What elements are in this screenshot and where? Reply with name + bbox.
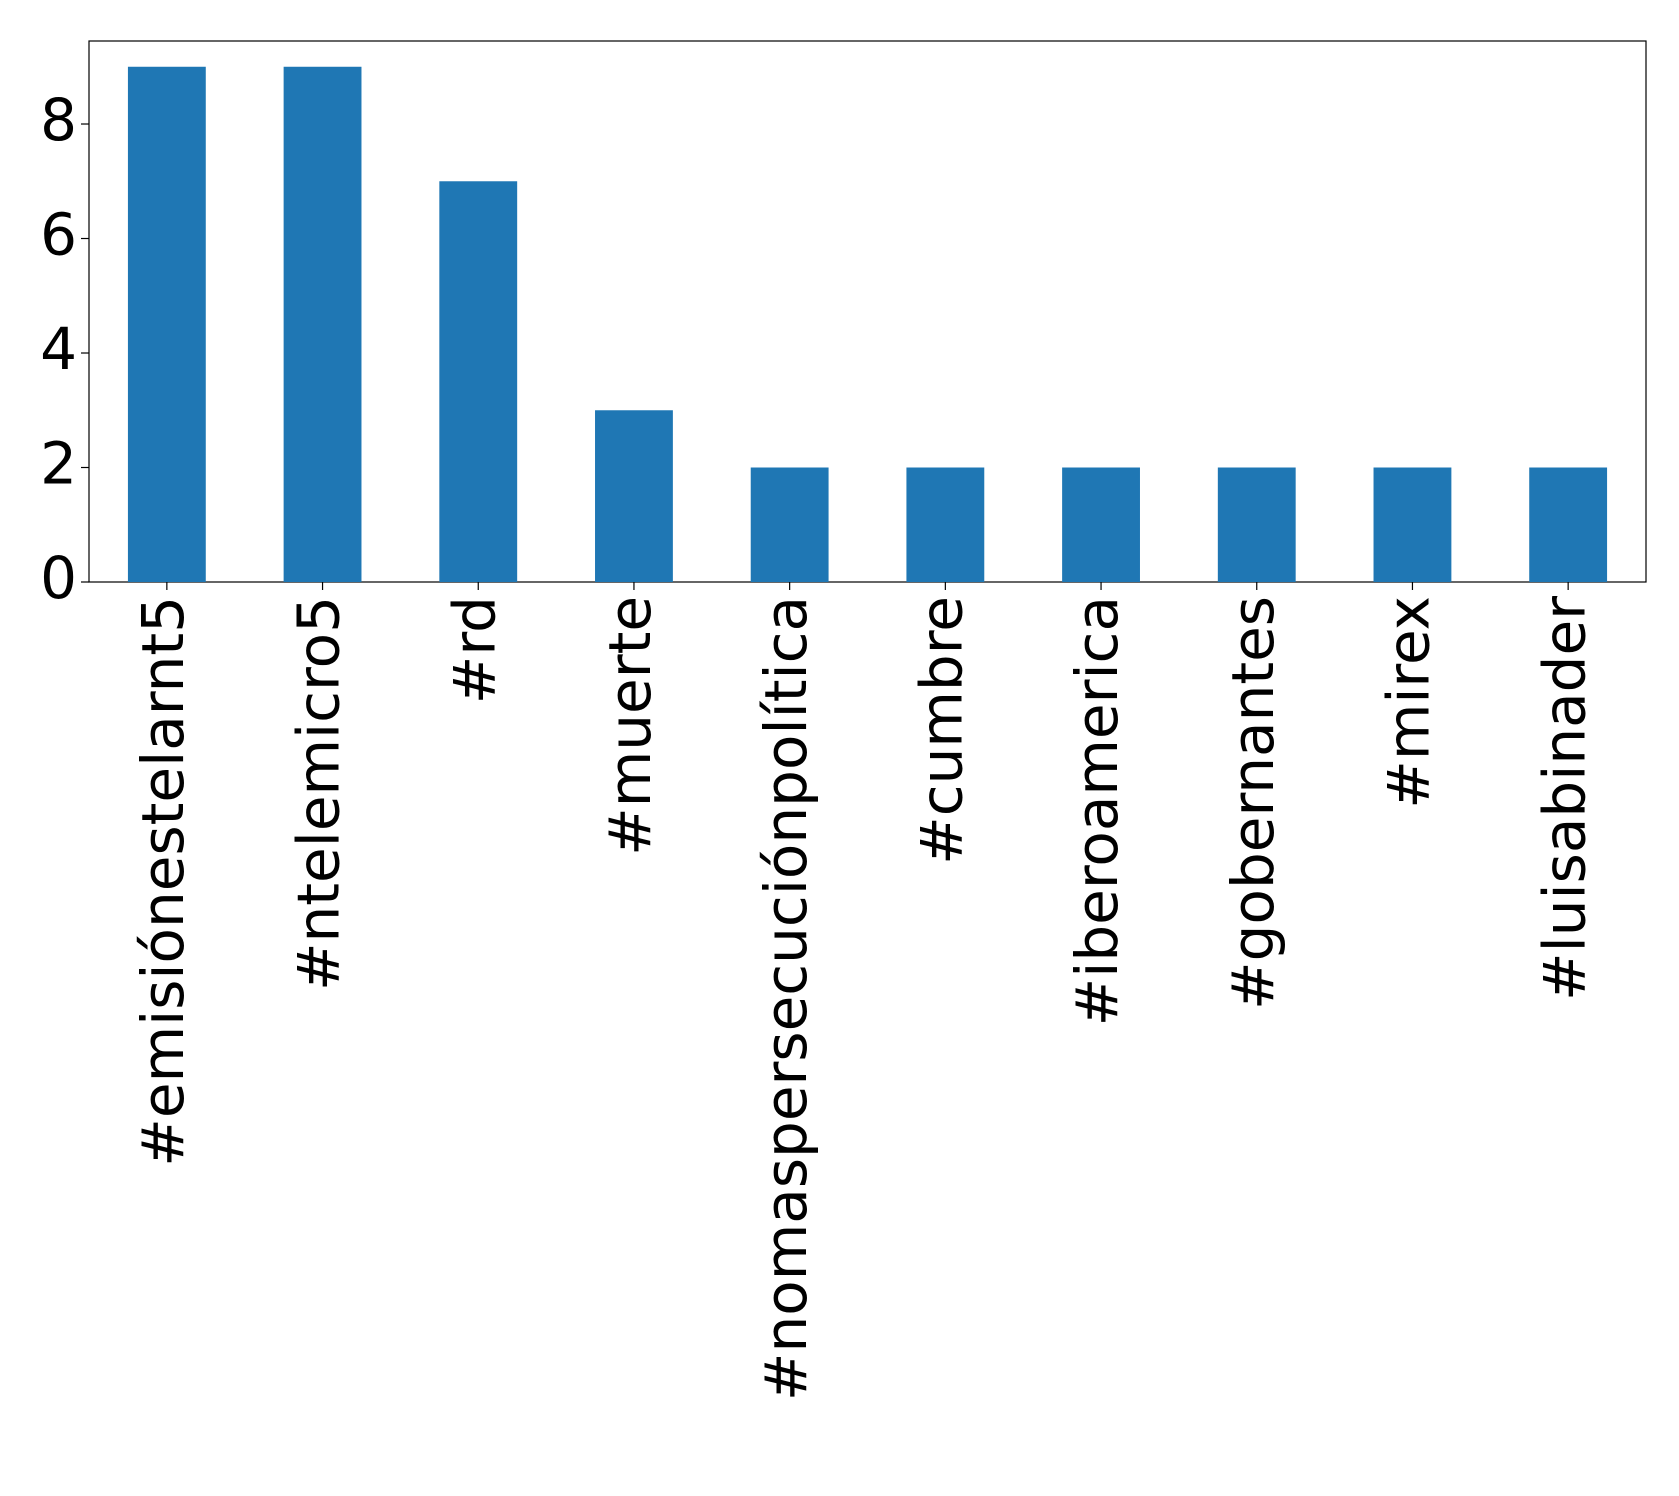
y-tick-label: 4 <box>40 315 77 383</box>
x-tick-label: #cumbre <box>907 596 975 865</box>
x-tick-label: #luisabinader <box>1530 596 1598 1001</box>
bar <box>439 181 518 582</box>
x-tick-label: #gobernantes <box>1219 596 1287 1010</box>
bar <box>906 467 985 582</box>
x-tick-label: #mirex <box>1375 596 1443 809</box>
y-tick-label: 8 <box>40 86 77 154</box>
x-tick-label: #rd <box>440 596 508 704</box>
bar <box>1529 467 1608 582</box>
x-tick-label: #ntelemicro5 <box>285 596 353 991</box>
bar <box>283 66 362 582</box>
bar <box>595 410 673 582</box>
x-tick-label: #iberoamerica <box>1063 596 1131 1026</box>
x-tick-label: #nomaspersecuciónpolítica <box>752 596 820 1401</box>
y-tick-label: 2 <box>40 430 77 498</box>
bar <box>750 467 829 582</box>
bar <box>1217 467 1296 582</box>
y-tick-label: 6 <box>40 201 77 269</box>
x-tick-label: #muerte <box>596 596 664 856</box>
bar <box>1373 467 1452 582</box>
plot-frame <box>88 40 1647 583</box>
x-tick-label: #emisiónestelarnt5 <box>129 596 197 1167</box>
y-tick-label: 0 <box>40 544 77 612</box>
bar <box>127 66 206 582</box>
bar <box>1062 467 1140 582</box>
